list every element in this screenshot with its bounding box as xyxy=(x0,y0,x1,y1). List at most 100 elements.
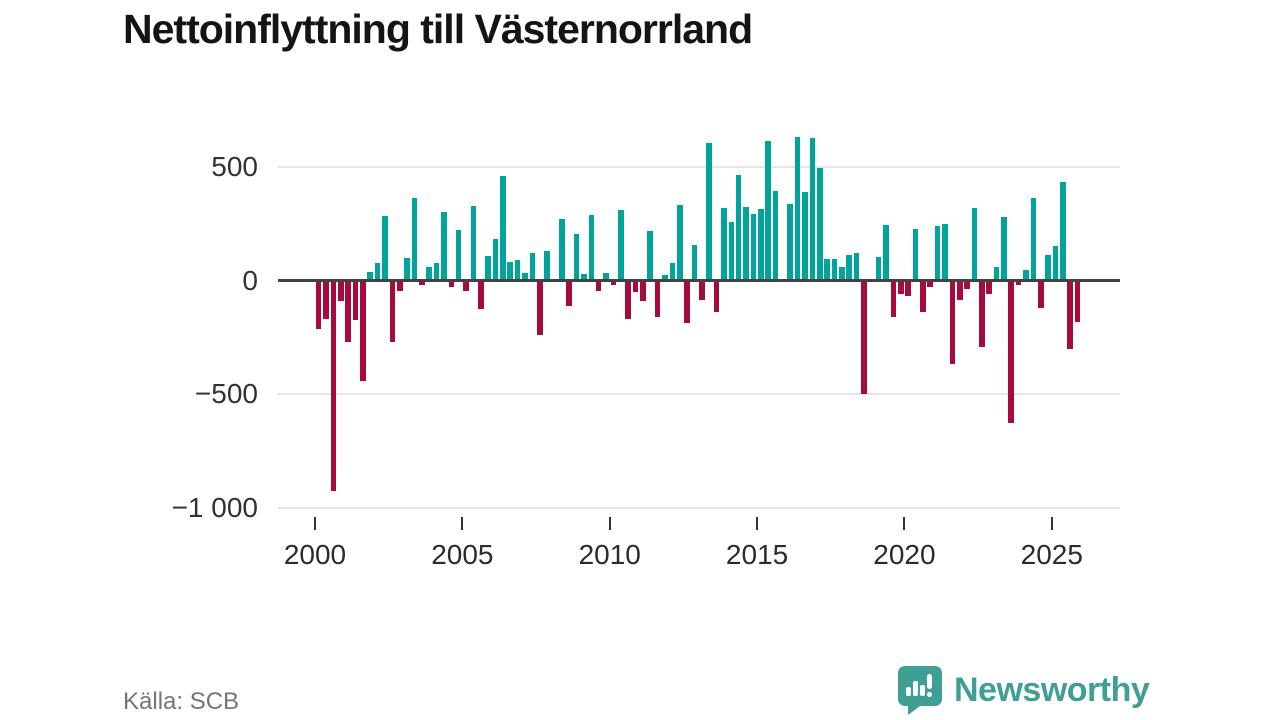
bar xyxy=(315,280,322,329)
x-axis-tick xyxy=(608,517,611,530)
bar xyxy=(396,280,403,291)
y-axis-tick-label: −1 000 xyxy=(171,491,258,523)
bar xyxy=(500,175,506,281)
bar xyxy=(419,280,425,285)
bar xyxy=(588,215,595,281)
bar xyxy=(477,280,484,309)
x-axis-tick xyxy=(1050,517,1053,530)
bar xyxy=(809,138,816,281)
bar xyxy=(367,272,374,281)
bar xyxy=(691,245,698,281)
gridline xyxy=(278,393,1120,396)
bar xyxy=(338,280,344,301)
bar xyxy=(802,191,808,281)
x-axis-tick-label: 2010 xyxy=(578,539,641,570)
bar xyxy=(441,212,447,281)
bar xyxy=(964,280,970,289)
bar xyxy=(463,280,469,291)
bar xyxy=(1052,246,1059,281)
gridline xyxy=(278,165,1120,168)
bar xyxy=(1030,197,1037,281)
bar xyxy=(389,280,396,343)
bar xyxy=(699,280,705,300)
bar xyxy=(581,273,587,281)
bar xyxy=(448,280,455,288)
bar xyxy=(897,280,904,294)
bar xyxy=(654,280,661,318)
bar xyxy=(1045,255,1051,281)
bar xyxy=(883,224,889,281)
bar xyxy=(861,280,867,394)
gridline xyxy=(278,506,1120,509)
bar xyxy=(625,280,631,319)
bar xyxy=(942,223,948,281)
bar xyxy=(669,262,676,281)
bar xyxy=(411,197,418,281)
bar xyxy=(1001,217,1007,281)
bar xyxy=(1015,280,1022,285)
bar xyxy=(323,280,329,319)
bar xyxy=(507,262,514,281)
x-axis-tick xyxy=(314,517,316,530)
bar xyxy=(728,222,735,281)
bar xyxy=(905,280,911,297)
bar xyxy=(787,203,794,281)
bar xyxy=(824,258,830,281)
bar xyxy=(949,280,956,364)
source-note: Källa: SCB xyxy=(123,688,240,715)
bar xyxy=(706,142,712,281)
bar xyxy=(345,280,351,343)
bar xyxy=(640,280,646,302)
newsworthy-bar-chart-speech-bubble-icon xyxy=(897,665,943,715)
x-axis-tick-label: 2000 xyxy=(283,539,347,570)
bar xyxy=(404,258,410,281)
bar xyxy=(765,140,771,281)
bar xyxy=(920,280,926,313)
bar xyxy=(617,209,624,281)
x-axis-tick-label: 2015 xyxy=(725,539,789,570)
bar xyxy=(603,273,609,281)
bar xyxy=(1023,270,1029,281)
brand-logo: Newsworthy xyxy=(897,665,1150,715)
y-axis-tick-label: 500 xyxy=(211,150,258,182)
bar xyxy=(794,137,801,281)
bar xyxy=(433,263,440,281)
bar xyxy=(610,280,617,285)
bar xyxy=(632,280,639,293)
bar xyxy=(750,214,757,281)
x-axis-tick-label: 2020 xyxy=(873,539,936,570)
bar xyxy=(993,267,1000,281)
bar xyxy=(713,280,720,313)
bar xyxy=(662,274,668,281)
bar xyxy=(559,218,565,281)
x-axis-tick-label: 2005 xyxy=(431,539,494,570)
bar xyxy=(846,255,852,281)
y-axis-tick-label: −500 xyxy=(194,378,258,410)
bar xyxy=(529,252,536,281)
bar xyxy=(1008,280,1015,424)
bar xyxy=(979,280,985,348)
bar xyxy=(676,204,683,281)
zero-axis-line xyxy=(278,279,1120,282)
bar xyxy=(536,280,543,335)
bar xyxy=(485,256,491,281)
bar xyxy=(595,280,602,292)
bar xyxy=(566,280,572,306)
bar xyxy=(721,207,727,281)
bar xyxy=(352,280,359,320)
bar xyxy=(735,175,742,281)
bar xyxy=(927,280,934,288)
bar xyxy=(1067,280,1074,349)
bar xyxy=(374,263,381,281)
bar xyxy=(382,216,388,281)
bar xyxy=(772,191,779,281)
x-axis-tick-label: 2025 xyxy=(1020,539,1083,570)
bar xyxy=(1037,280,1044,309)
bar xyxy=(1060,181,1066,281)
chart-title: Nettoinflyttning till Västernorrland xyxy=(123,6,753,52)
bar xyxy=(514,260,521,281)
y-axis-tick-label: 0 xyxy=(242,264,258,296)
bar xyxy=(757,209,764,281)
x-axis-tick xyxy=(756,517,759,530)
